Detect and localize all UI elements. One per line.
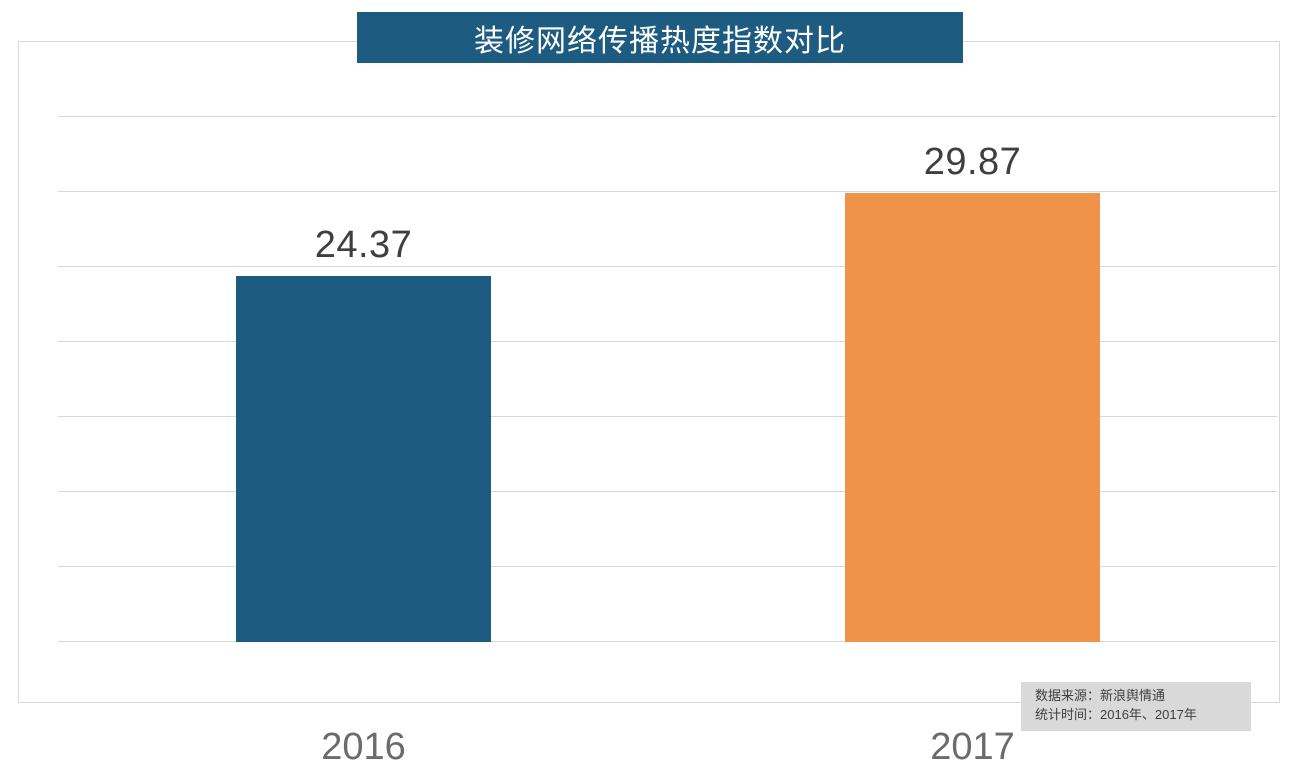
page-title: 装修网络传播热度指数对比	[474, 24, 846, 58]
gridline	[58, 416, 1277, 417]
source-note-line-1: 数据来源：新浪舆情通	[1035, 688, 1166, 703]
gridline	[58, 191, 1277, 192]
value-label-2016: 24.37	[314, 223, 413, 266]
bar-2017[interactable]	[845, 193, 1100, 642]
value-label-2017: 29.87	[923, 141, 1022, 184]
gridline	[58, 566, 1277, 567]
category-label-2017: 2017	[930, 726, 1015, 768]
gridline	[58, 341, 1277, 342]
title-banner: 装修网络传播热度指数对比	[357, 12, 963, 63]
bar-2016[interactable]	[236, 275, 491, 642]
gridline	[58, 266, 1277, 267]
source-note: 数据来源：新浪舆情通 统计时间：2016年、2017年	[1021, 682, 1251, 731]
gridline	[58, 116, 1277, 117]
chart-frame: 24.37 29.87 2016 2017	[18, 41, 1280, 766]
gridline	[58, 491, 1277, 492]
plot-area: 24.37 29.87 2016 2017	[58, 116, 1277, 766]
gridline	[58, 641, 1277, 642]
source-note-line-2: 统计时间：2016年、2017年	[1035, 706, 1197, 722]
category-label-2016: 2016	[321, 726, 406, 768]
